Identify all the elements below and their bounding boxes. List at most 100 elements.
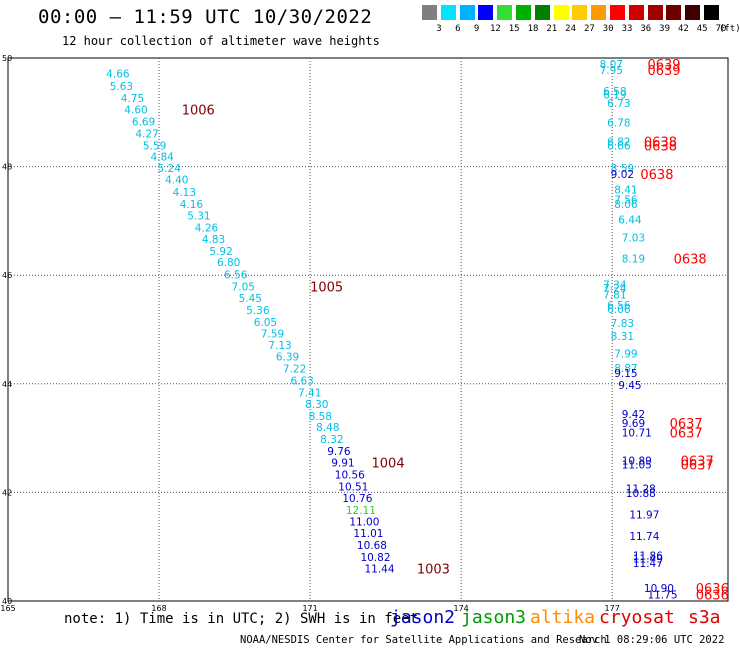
pass-time-label: 0638 [640, 168, 673, 183]
wave-height-label: 7.22 [283, 364, 306, 376]
legend-swatch [534, 5, 550, 20]
wave-height-label: 6.66 [607, 140, 631, 152]
wave-height-label: 6.69 [132, 117, 155, 129]
pass-time-label: 0638 [644, 136, 677, 151]
legend-label: 6 [455, 24, 461, 34]
wave-height-label: 6.44 [618, 214, 642, 226]
wave-height-label: 7.13 [268, 340, 291, 352]
satellite-legend-cryosat: cryosat [599, 607, 675, 628]
wave-height-label: 10.68 [357, 540, 387, 552]
pass-time-label: 1003 [417, 562, 450, 577]
wave-height-label: 8.48 [316, 422, 339, 434]
legend-label: 15 [508, 24, 520, 34]
wave-height-label: 11.86 [633, 550, 663, 562]
legend-swatch [610, 5, 625, 20]
wave-height-label: 4.27 [135, 128, 158, 140]
wave-height-label: 8.59 [611, 163, 634, 175]
wave-height-label: 8.07 [600, 59, 623, 71]
legend-swatch [516, 5, 531, 20]
pass-time-label: 0636 [696, 588, 729, 603]
legend-swatch [553, 5, 569, 20]
wave-height-label: 9.45 [618, 380, 641, 392]
latitude-tick-label: 42 [2, 488, 12, 497]
pass-time-label: 0639 [647, 64, 680, 79]
wave-height-label: 7.56 [614, 195, 638, 207]
footer-note: note: 1) Time is in UTC; 2) SWH is in fe… [64, 611, 419, 627]
wave-height-label: 4.40 [165, 175, 188, 187]
wave-height-label: 5.63 [110, 81, 133, 93]
wave-height-label: 9.69 [622, 418, 645, 430]
wave-height-label: 8.41 [614, 184, 637, 196]
legend-label: 24 [565, 24, 577, 34]
map-title: 00:00 — 11:59 UTC 10/30/2022 [38, 6, 373, 28]
legend-swatch [497, 5, 513, 20]
wave-height-label: 4.16 [180, 199, 204, 211]
wave-height-label: 7.05 [232, 282, 255, 294]
pass-time-label: 0637 [681, 459, 714, 474]
longitude-tick-label: 165 [0, 604, 15, 613]
pass-time-label: 0636 [696, 582, 729, 597]
wave-height-label: 6.63 [290, 376, 313, 388]
wave-height-label: 4.84 [150, 151, 174, 163]
wave-height-label: 8.19 [622, 253, 645, 265]
wave-height-label: 6.58 [603, 86, 626, 98]
legend-swatch [572, 5, 588, 20]
pass-time-label: 1005 [310, 281, 343, 296]
satellite-legend-jason3: jason3 [461, 607, 527, 628]
wave-height-label: 5.31 [187, 210, 210, 222]
wave-height-label: 11.44 [364, 563, 394, 575]
wave-height-label: 9.42 [622, 409, 645, 421]
map-subtitle: 12 hour collection of altimeter wave hei… [62, 34, 380, 48]
latitude-tick-label: 46 [2, 271, 12, 280]
wave-height-label: 6.56 [224, 270, 248, 282]
wave-height-label: 7.41 [298, 387, 321, 399]
wave-height-label: 11.28 [626, 484, 656, 496]
wave-height-label: 8.06 [614, 199, 638, 211]
wave-height-label: 10.82 [360, 552, 390, 564]
longitude-tick-label: 177 [605, 604, 620, 613]
wave-height-label: 6.80 [217, 257, 240, 269]
legend-label: 39 [659, 24, 671, 34]
legend-swatch [647, 5, 663, 20]
legend-label: 12 [489, 24, 501, 34]
longitude-tick-label: 168 [151, 604, 166, 613]
legend-label: 27 [583, 24, 595, 34]
wave-height-label: 11.00 [349, 517, 379, 529]
latitude-tick-label: 40 [2, 597, 12, 606]
wave-height-label: 6.05 [254, 317, 277, 329]
legend-swatch [440, 5, 456, 20]
legend-swatch [459, 5, 475, 20]
wave-height-label: 7.24 [603, 283, 627, 295]
satellite-legend-jason2: jason2 [390, 607, 456, 628]
wave-height-label: 11.05 [622, 460, 652, 472]
wave-height-label: 8.58 [309, 411, 332, 423]
wave-height-label: 5.59 [143, 140, 166, 152]
wave-height-label: 9.76 [327, 446, 351, 458]
wave-height-label: 4.75 [121, 93, 144, 105]
wave-height-label: 11.47 [633, 558, 663, 570]
wave-height-label: 8.32 [320, 434, 343, 446]
wave-height-label: 10.71 [622, 428, 652, 440]
wave-height-label: 10.89 [622, 455, 652, 467]
pass-time-label: 0638 [644, 139, 677, 154]
legend-swatch [478, 5, 494, 20]
wave-height-label: 5.36 [246, 305, 270, 317]
wave-height-label: 6.19 [603, 89, 626, 101]
wave-height-label: 10.51 [338, 481, 368, 493]
wave-height-label: 7.03 [622, 233, 645, 245]
legend-swatch [628, 5, 644, 20]
wave-height-label: 7.81 [603, 290, 626, 302]
wave-height-label: 4.26 [195, 222, 219, 234]
legend-label: 42 [677, 24, 689, 34]
longitude-tick-label: 171 [302, 604, 317, 613]
wave-height-label: 4.13 [173, 187, 196, 199]
legend-label: 36 [640, 24, 652, 34]
wave-height-label: 4.83 [202, 234, 225, 246]
wave-height-label: 5.92 [209, 246, 232, 258]
legend-label: 33 [621, 24, 633, 34]
legend-swatch [685, 5, 701, 20]
wave-height-label: 11.75 [647, 589, 677, 601]
longitude-tick-label: 174 [454, 604, 469, 613]
legend-label: 21 [546, 24, 558, 34]
satellite-legend-s3a: s3a [688, 607, 721, 628]
